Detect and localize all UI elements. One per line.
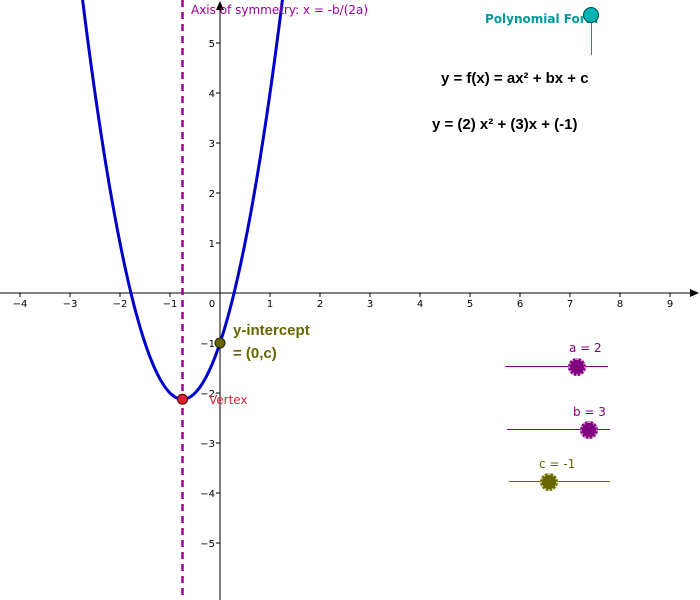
x-tick-label: 8 xyxy=(617,299,623,310)
polynomial-form-label[interactable]: Polynomial Form xyxy=(485,12,599,26)
y-tick-label: −2 xyxy=(200,389,215,400)
specific-equation: y = (2) x² + (3)x + (-1) xyxy=(432,116,578,133)
x-tick-label: −2 xyxy=(113,299,128,310)
x-axis-tick-labels: −4 −3 −2 −1 0 1 2 3 4 5 6 7 8 9 xyxy=(13,299,674,310)
x-tick-label: 6 xyxy=(517,299,523,310)
slider-c-track[interactable] xyxy=(509,481,610,482)
y-tick-label: 3 xyxy=(209,139,215,150)
x-tick-label: 7 xyxy=(567,299,573,310)
slider-a-track[interactable] xyxy=(505,366,608,367)
vertex-label: Vertex xyxy=(209,393,248,407)
slider-a-knob[interactable] xyxy=(568,358,587,376)
x-tick-label: 1 xyxy=(267,299,273,310)
x-tick-label: 2 xyxy=(317,299,323,310)
x-tick-label: −4 xyxy=(13,299,28,310)
slider-c-label: c = -1 xyxy=(539,457,576,471)
slider-b-label: b = 3 xyxy=(573,405,606,419)
slider-a[interactable] xyxy=(505,355,608,379)
y-intercept-label: y-intercept xyxy=(233,322,310,339)
slider-c[interactable] xyxy=(509,470,610,494)
slider-c-knob[interactable] xyxy=(540,473,559,491)
general-equation: y = f(x) = ax² + bx + c xyxy=(441,70,589,87)
y-axis-tick-labels: 5 4 3 2 1 −1 −2 −3 −4 −5 xyxy=(200,39,215,550)
y-axis-arrow xyxy=(216,1,224,10)
slider-a-label: a = 2 xyxy=(569,341,602,355)
y-tick-label: −1 xyxy=(200,339,215,350)
slider-b[interactable] xyxy=(507,418,610,442)
parabola-curve[interactable] xyxy=(60,0,309,401)
y-tick-label: 1 xyxy=(209,239,215,250)
polynomial-form-toggle-stem xyxy=(591,17,592,55)
x-tick-label: −1 xyxy=(163,299,178,310)
x-tick-label: 3 xyxy=(367,299,373,310)
slider-b-track[interactable] xyxy=(507,429,610,430)
x-axis-arrow xyxy=(690,289,699,297)
axis-of-symmetry-label: Axis of symmetry: x = -b/(2a) xyxy=(191,3,369,17)
slider-b-knob[interactable] xyxy=(580,421,599,439)
x-tick-label: 5 xyxy=(467,299,473,310)
y-tick-label: −5 xyxy=(200,539,215,550)
x-tick-label: 4 xyxy=(417,299,423,310)
x-tick-label: 9 xyxy=(667,299,673,310)
y-tick-label: −3 xyxy=(200,439,215,450)
y-intercept-coords-label: = (0,c) xyxy=(233,345,277,362)
x-tick-label: −3 xyxy=(63,299,78,310)
vertex-point[interactable] xyxy=(177,393,188,405)
y-tick-label: 2 xyxy=(209,189,215,200)
y-intercept-point[interactable] xyxy=(214,337,226,349)
y-tick-label: 5 xyxy=(209,39,215,50)
x-tick-label: 0 xyxy=(209,299,215,310)
x-axis-ticks xyxy=(19,293,671,297)
y-tick-label: −4 xyxy=(200,489,215,500)
polynomial-form-toggle[interactable] xyxy=(583,7,599,23)
y-tick-label: 4 xyxy=(209,89,215,100)
